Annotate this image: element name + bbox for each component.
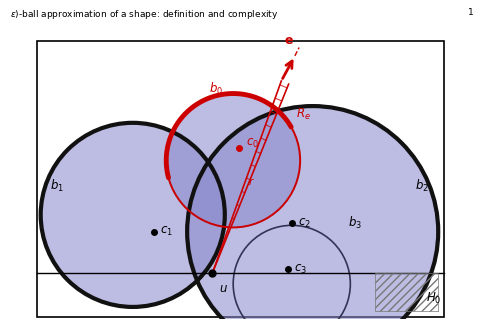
Text: $\varepsilon$)-ball approximation of a shape: definition and complexity: $\varepsilon$)-ball approximation of a s… [10,8,277,21]
Text: $H_0$: $H_0$ [425,291,440,306]
Circle shape [41,123,224,307]
Text: $r$: $r$ [247,176,254,187]
Circle shape [166,94,300,228]
Text: $\mathbf{e}$: $\mathbf{e}$ [283,35,293,48]
Text: $u$: $u$ [218,282,227,295]
Text: $c_2$: $c_2$ [298,217,310,230]
Text: $b_2$: $b_2$ [414,178,428,194]
Text: $c_0$: $c_0$ [245,137,258,150]
Text: $c_3$: $c_3$ [293,263,306,276]
Text: $b_3$: $b_3$ [347,215,361,231]
Text: $b_1$: $b_1$ [50,178,64,194]
Circle shape [187,106,437,326]
Text: $R_e$: $R_e$ [295,107,310,122]
Text: $b_0$: $b_0$ [209,81,223,97]
FancyBboxPatch shape [36,41,444,318]
Text: $c_1$: $c_1$ [160,225,172,238]
Text: 1: 1 [467,8,473,17]
